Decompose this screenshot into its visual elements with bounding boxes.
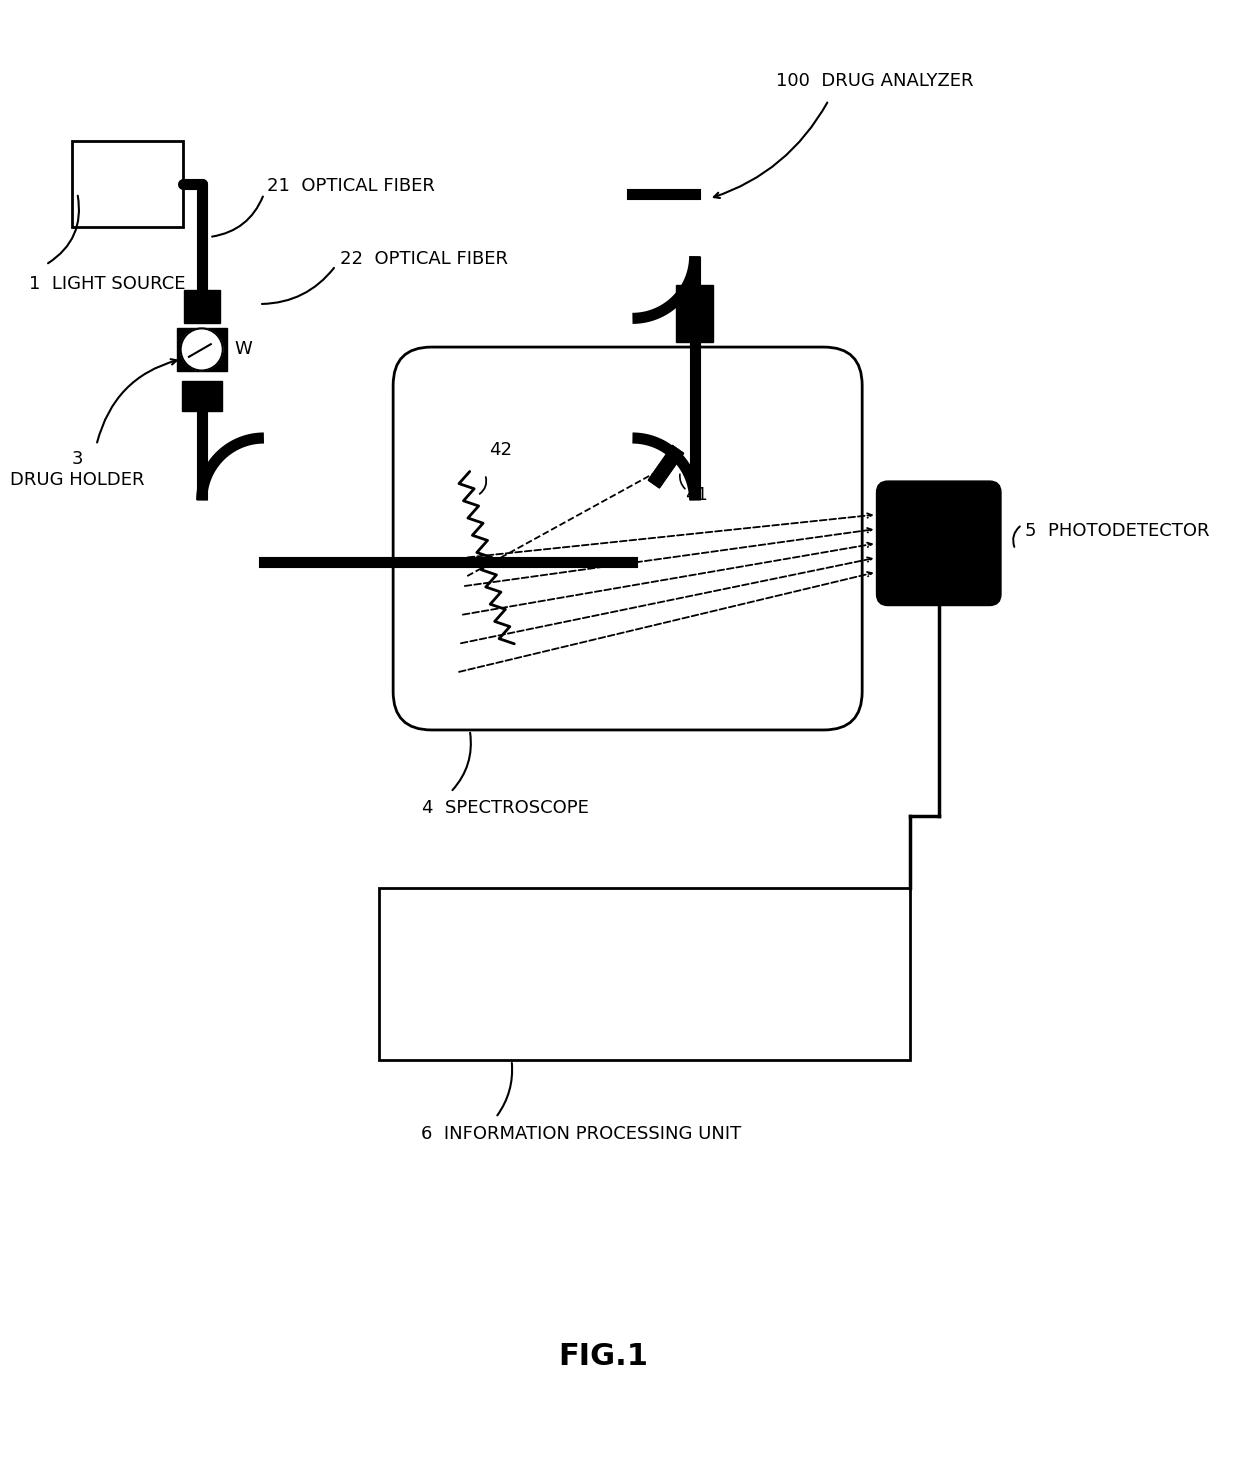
FancyBboxPatch shape: [877, 481, 1001, 605]
Bar: [177, 328, 227, 370]
Bar: [677, 284, 713, 343]
Bar: [181, 381, 222, 411]
FancyBboxPatch shape: [393, 347, 862, 730]
Text: 21  OPTICAL FIBER: 21 OPTICAL FIBER: [267, 178, 435, 195]
Text: 22  OPTICAL FIBER: 22 OPTICAL FIBER: [341, 249, 508, 268]
Bar: [378, 888, 910, 1060]
Text: 42: 42: [489, 442, 512, 459]
Text: W: W: [234, 341, 252, 359]
Polygon shape: [649, 446, 683, 488]
Text: 4  SPECTROSCOPE: 4 SPECTROSCOPE: [422, 799, 589, 818]
Text: 5  PHOTODETECTOR: 5 PHOTODETECTOR: [1025, 522, 1209, 539]
Text: 1  LIGHT SOURCE: 1 LIGHT SOURCE: [30, 276, 186, 293]
Bar: [72, 141, 182, 227]
Text: 3
DRUG HOLDER: 3 DRUG HOLDER: [10, 449, 145, 488]
Circle shape: [181, 328, 223, 370]
Text: FIG.1: FIG.1: [559, 1343, 649, 1372]
Text: 41: 41: [684, 487, 708, 504]
Text: 100  DRUG ANALYZER: 100 DRUG ANALYZER: [776, 71, 973, 90]
Text: 6  INFORMATION PROCESSING UNIT: 6 INFORMATION PROCESSING UNIT: [422, 1126, 742, 1143]
Bar: [184, 290, 219, 324]
